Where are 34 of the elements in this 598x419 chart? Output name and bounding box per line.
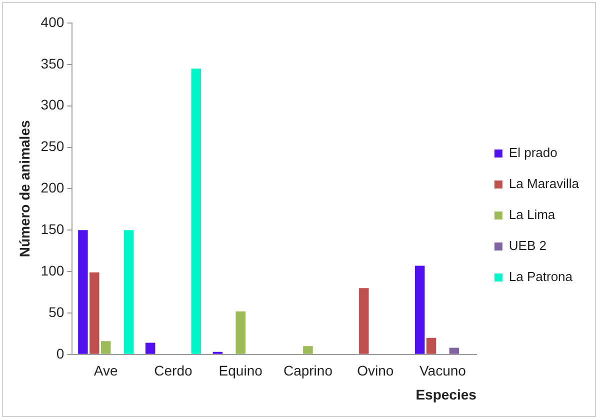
bar [303,346,313,354]
y-tick-label: 50 [48,304,64,320]
bar [426,338,436,354]
bar [449,348,460,354]
x-tick-label: Vacuno [420,362,466,379]
x-tick-label: Ovino [357,362,394,379]
y-tick-label: 200 [40,180,64,196]
x-axis-title: Especies [416,386,477,402]
bar [191,68,201,354]
x-tick-label: Ave [94,362,118,379]
y-tick-label: 300 [40,96,64,113]
bar [90,272,100,354]
x-tick-label: Caprino [283,362,333,379]
bar [78,230,88,354]
y-tick-label: 400 [40,14,64,30]
bar [100,341,111,354]
x-tick-label: Cerdo [154,362,192,379]
y-tick-label: 150 [40,220,64,237]
y-tick-label: 250 [40,138,64,154]
y-tick-label: 0 [56,345,64,362]
y-tick-label: 350 [40,55,64,72]
bar [236,311,246,354]
legend-label: La Patrona [508,269,574,284]
legend-label: La Maravilla [508,176,580,192]
y-tick-label: 100 [40,262,64,278]
x-tick-label: Equino [218,362,263,379]
legend-label: UEB 2 [508,238,546,254]
legend-label: La Lima [508,207,556,222]
legend-label: El prado [508,145,558,160]
bar [414,266,425,354]
y-axis-title: Número de animales [16,120,32,258]
bar [359,288,369,354]
bar [124,230,134,354]
bar [145,342,156,354]
